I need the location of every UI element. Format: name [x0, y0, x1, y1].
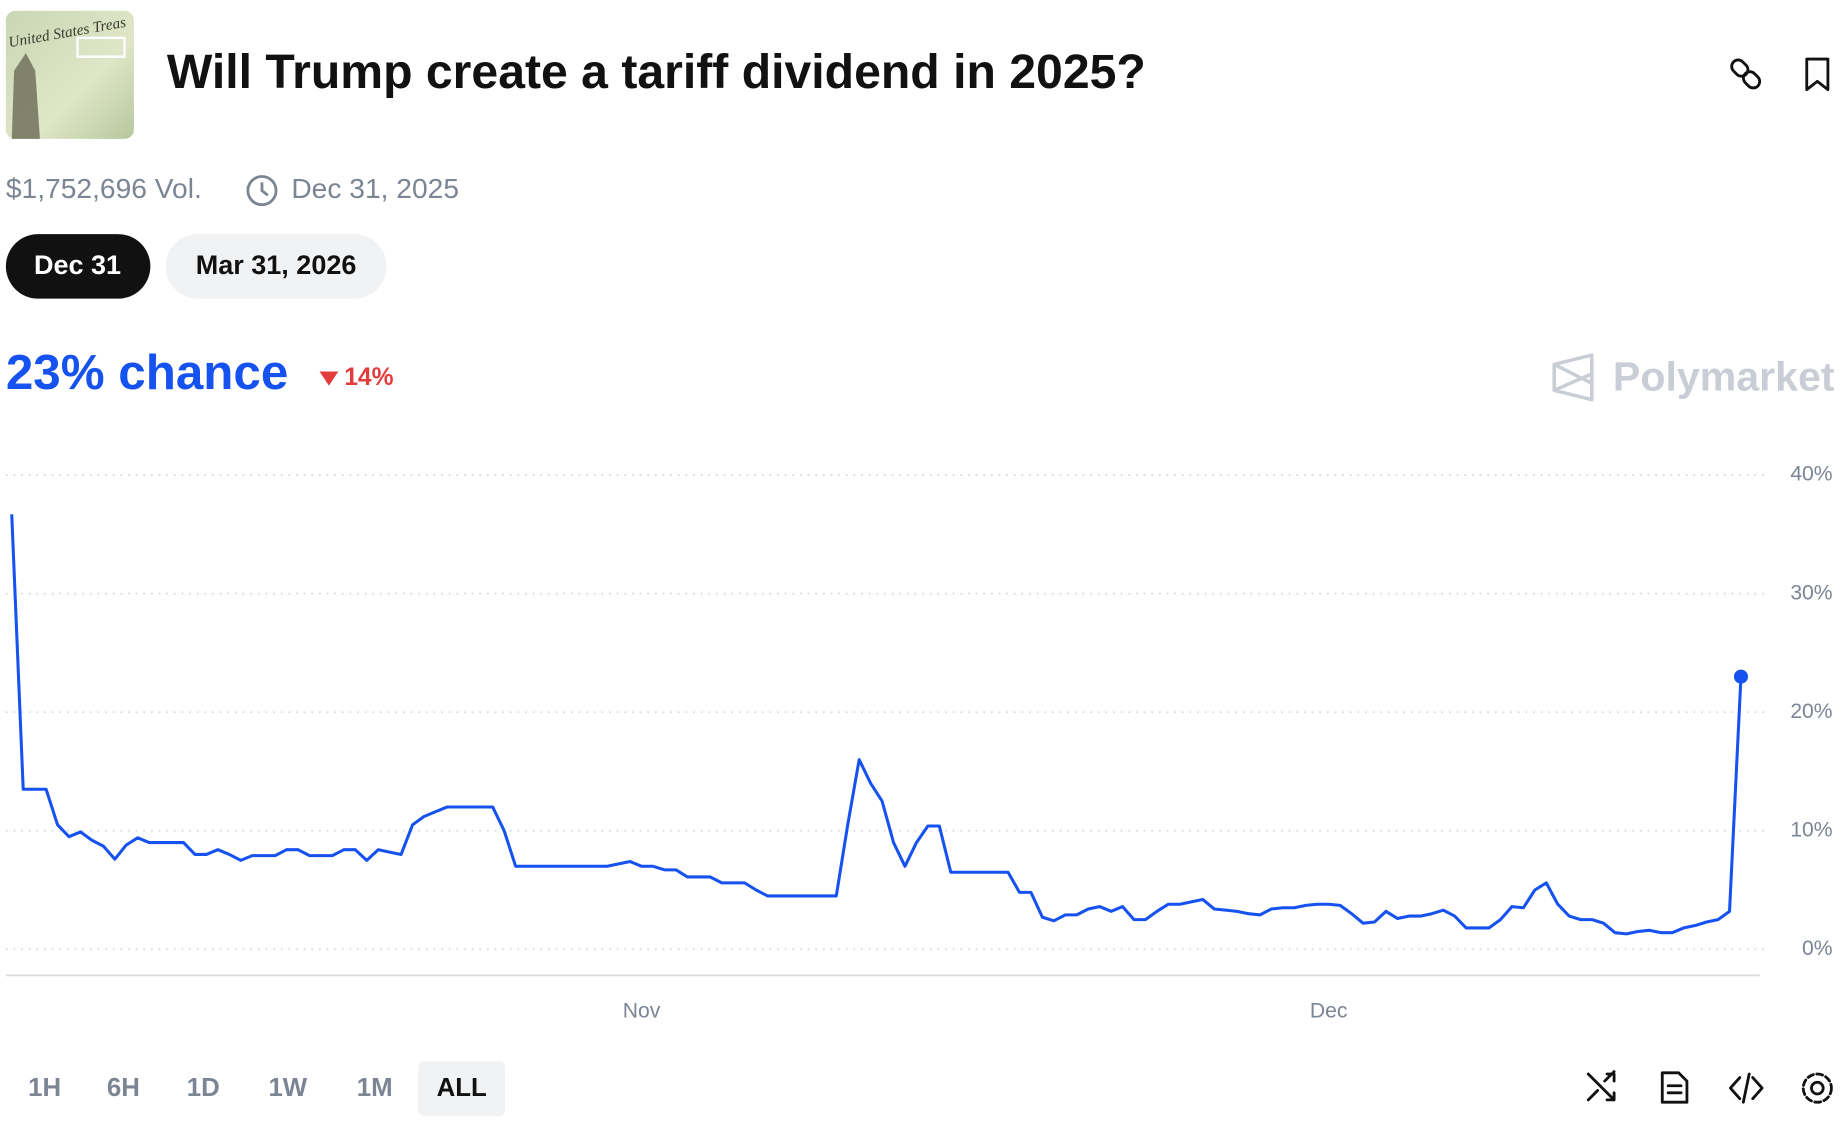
time-filter[interactable]: 1M: [357, 1074, 393, 1102]
brand: Polymarket: [1613, 354, 1835, 400]
date-tab[interactable]: [165, 234, 387, 299]
y-tick-label: 30%: [1790, 581, 1832, 604]
volume: $1,752,696 Vol.: [6, 172, 202, 204]
embed-button[interactable]: [1728, 1072, 1764, 1104]
market-image: United States Treas: [5, 10, 134, 139]
current-point: [1733, 669, 1749, 684]
time-filter-active[interactable]: [418, 1061, 506, 1117]
chance: 23% chance: [6, 345, 288, 400]
date-tab-label: Mar 31, 2026: [196, 250, 357, 280]
down-arrow: [319, 371, 339, 386]
market-title: Will Trump create a tariff dividend in 2…: [167, 45, 1146, 99]
time-filter[interactable]: 1D: [187, 1074, 220, 1102]
date-tab-active[interactable]: [5, 234, 151, 299]
time-filter[interactable]: 1H: [28, 1074, 61, 1102]
date-tab-label: Dec 31: [34, 250, 121, 280]
brand-logo: [1552, 353, 1594, 402]
time-filter[interactable]: 6H: [107, 1074, 140, 1102]
rules-button[interactable]: [1660, 1071, 1689, 1104]
plot: 0% 10% 20% 30% 40% Nov Dec: [5, 463, 1833, 1022]
x-tick-label: Nov: [623, 999, 661, 1022]
y-tick-label: 20%: [1790, 700, 1832, 723]
change: 14%: [344, 364, 393, 391]
copy-link-button[interactable]: [1729, 57, 1762, 90]
clock-icon: [246, 175, 278, 207]
bookmark-button[interactable]: [1805, 57, 1830, 91]
x-tick-label: Dec: [1310, 999, 1348, 1022]
y-tick-label: 10%: [1790, 818, 1832, 841]
price-line: [10, 514, 1743, 936]
shuffle-button[interactable]: [1586, 1070, 1616, 1102]
time-filter[interactable]: 1W: [268, 1074, 307, 1102]
time-filters: 1H 6H 1D 1W 1M ALL: [28, 1061, 506, 1117]
time-filter[interactable]: ALL: [437, 1074, 487, 1102]
y-tick-label: 0%: [1802, 937, 1833, 960]
settings-button[interactable]: [1801, 1072, 1833, 1104]
end-date: Dec 31, 2025: [291, 172, 459, 204]
y-tick-label: 40%: [1790, 463, 1832, 486]
